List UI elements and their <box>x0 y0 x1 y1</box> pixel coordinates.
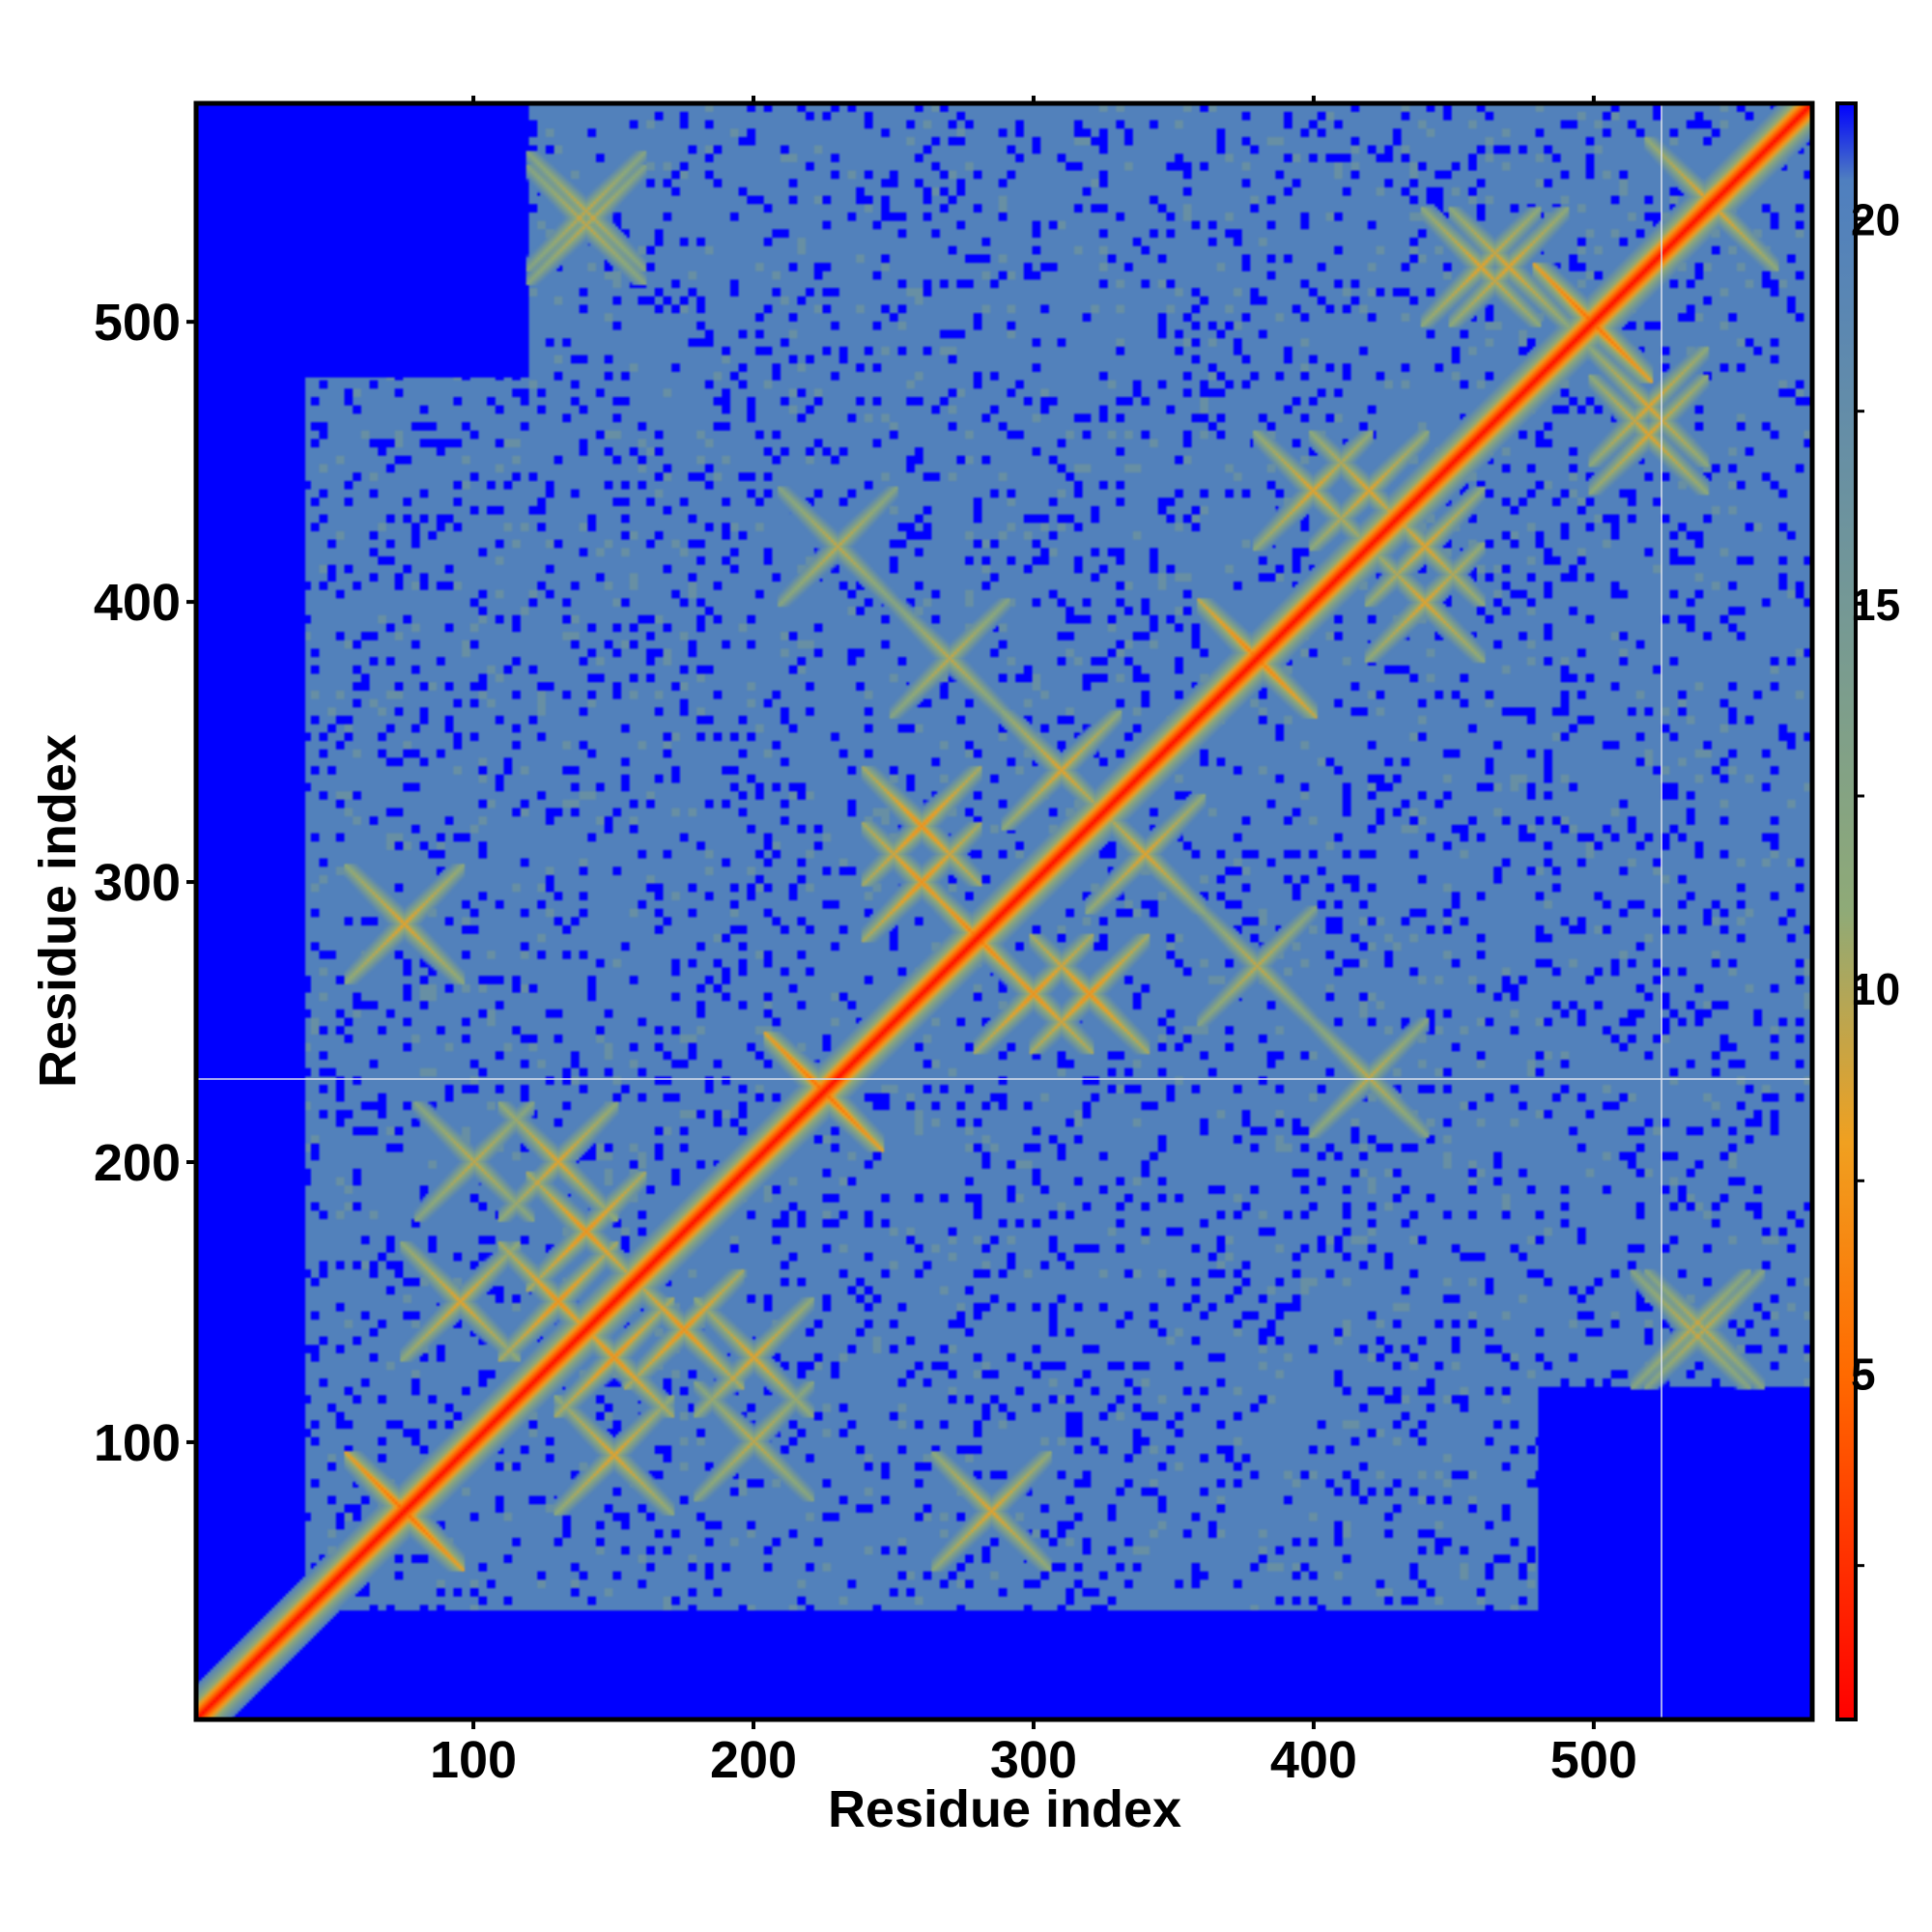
x-tick-label: 400 <box>1270 1731 1357 1789</box>
heatmap-image <box>196 103 1812 1719</box>
colorbar-tick-label: 5 <box>1851 1350 1876 1400</box>
heatmap-plot-area <box>196 103 1812 1719</box>
colorbar-tick-label: 10 <box>1851 964 1900 1014</box>
x-tick-label: 500 <box>1550 1731 1637 1789</box>
x-tick-label: 100 <box>430 1731 517 1789</box>
y-axis-ticks: 100 200 300 400 500 <box>94 294 196 1472</box>
y-tick-label: 100 <box>94 1414 181 1472</box>
y-tick-label: 300 <box>94 854 181 912</box>
colorbar-tick-label: 20 <box>1851 195 1900 245</box>
x-axis-ticks: 100 200 300 400 500 <box>430 96 1637 1789</box>
x-axis-title: Residue index <box>828 1780 1181 1838</box>
y-tick-label: 200 <box>94 1134 181 1192</box>
y-tick-label: 400 <box>94 574 181 632</box>
colorbar-tick-label: 15 <box>1851 580 1900 630</box>
x-tick-label: 300 <box>990 1731 1077 1789</box>
colorbar <box>1835 101 1858 1721</box>
y-axis-title: Residue index <box>29 734 87 1088</box>
plot-frame <box>193 100 1815 1722</box>
colorbar-ticks: 5 10 15 20 <box>1851 195 1900 1568</box>
y-tick-label: 500 <box>94 294 181 352</box>
x-tick-label: 200 <box>710 1731 797 1789</box>
